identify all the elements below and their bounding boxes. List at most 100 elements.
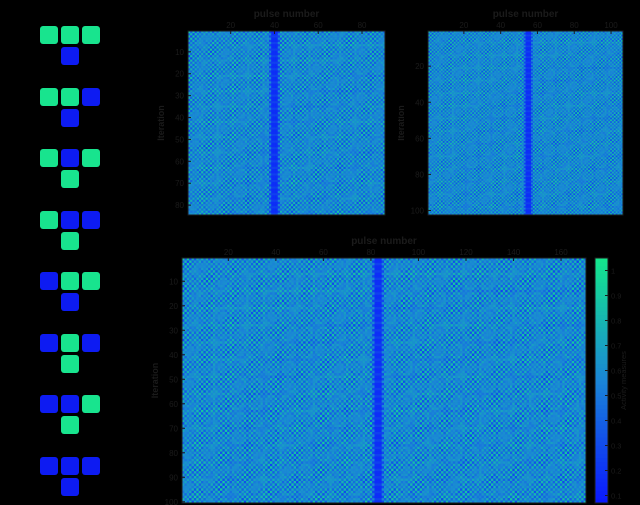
heatmap-cell [317, 52, 320, 56]
heatmap-cell [349, 61, 353, 65]
heatmap-cell [299, 103, 303, 106]
heatmap-cell [354, 52, 357, 56]
heatmap-cell [347, 70, 351, 73]
heatmap-cell [231, 81, 235, 84]
heatmap-cell [255, 131, 259, 135]
heatmap-cell [378, 109, 381, 113]
heatmap-cell [225, 68, 228, 71]
heatmap-cell [378, 52, 381, 56]
heatmap-cell [203, 77, 206, 80]
heatmap-cell [354, 131, 357, 135]
heatmap-cell [341, 98, 344, 102]
heatmap-cell [293, 125, 296, 128]
heatmap-cell [279, 120, 283, 124]
heatmap-cell [277, 83, 281, 87]
heatmap-cell [201, 112, 204, 115]
heatmap-cell [336, 96, 340, 100]
heatmap-cell [209, 125, 213, 128]
heatmap-cell [236, 35, 239, 38]
heatmap-cell [188, 70, 191, 73]
heatmap-cell [264, 59, 268, 63]
heatmap-cell [332, 120, 336, 124]
heatmap-cell [343, 66, 346, 69]
heatmap-cell [275, 33, 279, 36]
heatmap-cell [188, 129, 191, 133]
heatmap-cell [198, 107, 202, 111]
heatmap-cell [192, 83, 195, 87]
heatmap-cell [214, 41, 217, 45]
heatmap-cell [358, 79, 362, 82]
heatmap-cell [295, 114, 298, 117]
heatmap-cell [288, 125, 292, 128]
heatmap-cell [343, 72, 346, 76]
tetromino-config [40, 87, 100, 127]
heatmap-cell [365, 37, 368, 41]
heatmap-cell [258, 63, 261, 67]
heatmap-cell [339, 129, 342, 133]
heatmap-cell [251, 147, 255, 150]
heatmap-cell [321, 39, 325, 43]
heatmap-cell [264, 79, 268, 82]
heatmap-cell [209, 149, 213, 152]
heatmap-cell [369, 39, 373, 43]
heatmap-cell [319, 127, 322, 130]
heatmap-cell [190, 101, 193, 104]
heatmap-cell [306, 37, 309, 41]
heatmap-cell [352, 68, 355, 71]
heatmap-cell [347, 57, 351, 60]
heatmap-cell [360, 63, 364, 67]
heatmap-cell [360, 127, 364, 130]
heatmap-cell [218, 96, 222, 100]
heatmap-cell [188, 144, 191, 148]
heatmap-cell [297, 81, 300, 84]
heatmap-cell [238, 83, 241, 87]
heatmap-cell [325, 37, 329, 41]
heatmap-cell [336, 138, 340, 141]
heatmap-cell [198, 77, 202, 80]
heatmap-cell [238, 105, 241, 109]
heatmap-cell [321, 55, 325, 58]
heatmap-cell [301, 131, 305, 135]
heatmap-cell [198, 79, 202, 82]
heatmap-cell [343, 116, 346, 119]
heatmap-cell [369, 81, 373, 84]
heatmap-cell [304, 50, 307, 54]
heatmap-cell [354, 31, 357, 34]
heatmap-cell [275, 107, 279, 111]
heatmap-cell [262, 98, 265, 102]
heatmap-cell [220, 149, 224, 152]
heatmap-cell [229, 50, 233, 54]
heatmap-cell [323, 55, 327, 58]
heatmap-cell [198, 83, 202, 87]
heatmap-cell [251, 101, 255, 104]
heatmap-cell [277, 79, 281, 82]
heatmap-cell [380, 144, 384, 148]
heatmap-cell [325, 147, 329, 150]
heatmap-cell [374, 52, 377, 56]
heatmap-cell [229, 114, 233, 117]
heatmap-cell [238, 81, 241, 84]
heatmap-cell [376, 83, 379, 87]
heatmap-cell [363, 92, 366, 95]
heatmap-cell [201, 59, 204, 63]
heatmap-cell [306, 147, 309, 150]
heatmap-cell [321, 77, 325, 80]
heatmap-cell [255, 63, 259, 67]
heatmap-cell [275, 144, 279, 148]
heatmap-cell [317, 46, 320, 49]
heatmap-cell [306, 52, 309, 56]
heatmap-cell [295, 127, 298, 130]
heatmap-cell [304, 90, 307, 93]
heatmap-cell [317, 77, 320, 80]
heatmap-cell [332, 103, 336, 106]
heatmap-cell [365, 87, 368, 91]
heatmap-cell [209, 98, 213, 102]
heatmap-cell [277, 103, 281, 106]
heatmap-cell [352, 55, 355, 58]
heatmap-cell [341, 96, 344, 100]
heatmap-cell [330, 63, 333, 67]
heatmap-cell [220, 77, 224, 80]
heatmap-cell [244, 103, 248, 106]
heatmap-cell [236, 131, 239, 135]
heatmap-cell [205, 55, 209, 58]
